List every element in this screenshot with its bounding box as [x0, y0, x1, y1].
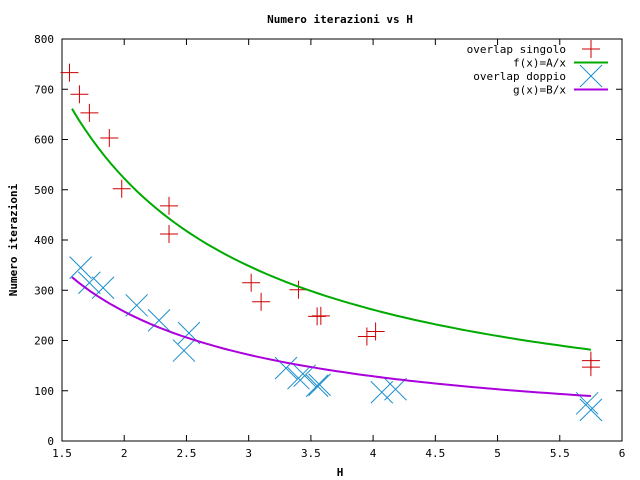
x-diag-2	[370, 380, 394, 404]
x-diag-2	[172, 339, 196, 362]
data-point	[112, 179, 131, 198]
data-point	[70, 85, 89, 104]
x-tick-label: 2	[121, 447, 128, 460]
series-0	[60, 63, 600, 377]
data-point	[311, 306, 330, 325]
data-point	[308, 373, 331, 397]
legend-marker	[582, 40, 600, 58]
legend-label: overlap doppio	[473, 70, 566, 83]
x-tick-label: 6	[619, 447, 626, 460]
data-point	[125, 293, 149, 317]
x-tick-label: 4	[370, 447, 377, 460]
x-tick-label: 4.5	[425, 447, 445, 460]
data-point	[579, 398, 603, 422]
x-diag-2	[125, 293, 149, 317]
x-diag-2	[308, 373, 331, 397]
x-diag-2	[78, 271, 101, 295]
x-diag-2	[575, 391, 599, 415]
x-tick-label: 1.5	[52, 447, 72, 460]
y-axis-label: Numero iterazioni	[7, 183, 20, 296]
x-tick-label: 5	[494, 447, 501, 460]
y-tick-label: 700	[34, 83, 54, 96]
data-point	[370, 380, 394, 404]
y-tick-label: 300	[34, 284, 54, 297]
series-3	[71, 276, 591, 397]
axes	[61, 38, 623, 442]
data-point	[160, 224, 179, 243]
x-diag-2	[69, 256, 93, 279]
x-diag-2	[147, 309, 171, 332]
data-point	[100, 128, 119, 147]
y-tick-label: 100	[34, 385, 54, 398]
data-point	[366, 322, 385, 341]
data-point	[293, 364, 317, 388]
legend-label: overlap singolo	[467, 43, 566, 56]
data-point	[287, 366, 310, 390]
data-point	[357, 327, 376, 346]
data-point	[78, 271, 101, 295]
series-1	[71, 108, 592, 351]
legend-label: g(x)=B/x	[513, 84, 566, 97]
y-tick-label: 0	[47, 435, 54, 448]
data-point	[242, 273, 261, 292]
data-point	[172, 339, 196, 362]
data-point	[384, 377, 407, 401]
plot-frame	[61, 38, 623, 442]
legend-marker	[579, 64, 603, 88]
data-point	[581, 358, 600, 377]
x-tick-label: 2.5	[177, 447, 197, 460]
x-diag-2	[177, 321, 201, 345]
data-point	[60, 63, 79, 82]
chart-title: Numero iterazioni vs H	[267, 13, 413, 26]
y-tick-label: 500	[34, 184, 54, 197]
legend-label: f(x)=A/x	[513, 57, 566, 70]
x-tick-label: 5.5	[550, 447, 570, 460]
data-point	[252, 292, 271, 311]
x-diag-2	[579, 398, 603, 422]
data-point	[80, 103, 99, 122]
data-point	[160, 196, 179, 215]
x-axis-label: H	[337, 466, 344, 479]
x-diag-2	[274, 356, 298, 380]
x-diag-2	[579, 64, 603, 88]
data-point	[305, 374, 329, 398]
y-tick-label: 600	[34, 134, 54, 147]
x-diag-2	[305, 374, 329, 398]
y-tick-label: 800	[34, 33, 54, 46]
x-diag-2	[293, 364, 317, 388]
x-tick-label: 3.5	[301, 447, 321, 460]
y-tick-label: 400	[34, 234, 54, 247]
y-tick-label: 200	[34, 335, 54, 348]
series-layer	[60, 63, 603, 422]
series-2	[69, 256, 603, 422]
fit-curve	[71, 276, 591, 397]
data-point	[69, 256, 93, 279]
x-diag-2	[287, 366, 310, 390]
data-point	[147, 309, 171, 332]
fit-curve	[71, 108, 592, 351]
data-point	[308, 307, 327, 326]
x-tick-label: 3	[245, 447, 252, 460]
tick-labels: 1.5 2 2.5 3 3.5 4 4.5 5 5.5 6 0 100 200 300 400 500 600 7…	[34, 33, 625, 460]
x-diag-2	[384, 377, 407, 401]
